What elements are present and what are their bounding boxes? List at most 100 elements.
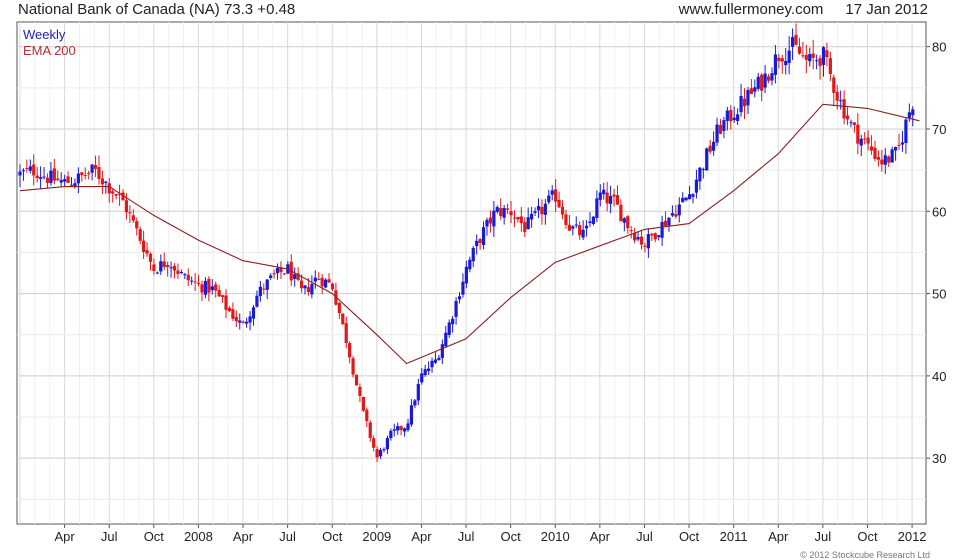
candle-body [629, 230, 633, 232]
y-tick-label: 70 [932, 122, 946, 137]
candle-body [348, 343, 352, 358]
candle-body [457, 296, 462, 300]
candle-body [887, 156, 891, 163]
candle-body [869, 146, 874, 151]
chart-title: National Bank of Canada (NA) 73.3 +0.48 [18, 1, 296, 18]
candle-body [873, 147, 877, 159]
candle-body [842, 99, 846, 119]
candle-body [392, 429, 396, 431]
candle-body [523, 222, 527, 232]
x-tick-label: Jul [101, 529, 118, 544]
candle-body [190, 280, 194, 282]
candle-body [677, 204, 681, 216]
candle-body [564, 214, 568, 225]
candle-body [708, 145, 712, 152]
candle-body [413, 400, 417, 406]
candle-body [409, 405, 414, 425]
candle-body [780, 58, 784, 62]
candle-body [341, 313, 345, 325]
copyright: © 2012 Stockcube Research Ltd [800, 550, 930, 560]
candle-body [595, 198, 599, 218]
candle-body [18, 171, 22, 176]
date-label: 17 Jan 2012 [845, 1, 928, 18]
candle-body [200, 284, 204, 293]
candle-body [547, 195, 551, 203]
candle-body [602, 189, 606, 195]
candle-body [306, 287, 311, 293]
candle-body [753, 87, 757, 92]
candle-body [461, 281, 465, 295]
candle-body [437, 357, 441, 360]
candle-body [152, 264, 156, 271]
candle-body [454, 300, 458, 317]
candle-body [509, 211, 513, 216]
candle-body [911, 109, 915, 116]
candle-body [234, 317, 238, 322]
candle-body [227, 307, 232, 312]
candle-body [684, 197, 688, 201]
candle-body [770, 73, 774, 81]
candle-body [193, 281, 197, 283]
candle-body [361, 396, 365, 411]
candle-body [615, 195, 620, 205]
candle-body [282, 273, 286, 275]
candle-body [863, 138, 867, 140]
candle-body [756, 76, 760, 89]
x-tick-label: Oct [144, 529, 165, 544]
header-right: www.fullermoney.com 17 Jan 2012 [657, 1, 928, 18]
candle-body [396, 426, 400, 431]
candle-body [584, 225, 589, 229]
candle-body [128, 212, 132, 214]
candle-body [794, 34, 798, 45]
candle-body [111, 191, 115, 194]
x-tick-label: 2010 [541, 529, 570, 544]
ema-200-line [19, 103, 920, 365]
candle-body [839, 100, 843, 102]
candle-body [636, 237, 640, 240]
candle-body [739, 95, 743, 113]
candle-body [605, 192, 609, 204]
candle-body [303, 285, 307, 289]
candle-body [519, 216, 523, 224]
candle-body [904, 119, 908, 143]
candle-body [389, 430, 393, 439]
horizontal-gridlines [17, 46, 926, 500]
candle-body [382, 449, 386, 451]
candle-body [866, 137, 870, 144]
candle-body [475, 240, 479, 247]
candle-body [296, 273, 300, 280]
candle-body [310, 283, 314, 295]
candle-body [746, 90, 750, 106]
candle-body [499, 208, 503, 217]
candle-body [639, 236, 644, 245]
candle-body [742, 98, 747, 107]
candle-body [25, 168, 29, 170]
candle-body [581, 229, 585, 238]
candle-body [804, 55, 808, 60]
candle-body [845, 115, 850, 120]
candle-body [169, 267, 173, 269]
candle-body [505, 208, 510, 210]
x-tick-label: Apr [590, 529, 611, 544]
candle-body [166, 265, 170, 267]
candle-body [856, 124, 860, 144]
candle-body [430, 360, 434, 368]
candle-body [660, 221, 664, 238]
candle-body [516, 216, 520, 220]
candle-body [852, 122, 856, 125]
candle-body [749, 88, 753, 94]
candle-body [536, 206, 541, 211]
x-tick-label: Apr [233, 529, 254, 544]
candle-body [107, 183, 111, 194]
candle-body [203, 280, 208, 295]
y-axis: 30 40 50 60 70 80 [926, 40, 946, 466]
candle-body [567, 224, 571, 231]
candle-body [49, 170, 53, 184]
candle-body [258, 286, 262, 297]
candle-body [447, 322, 451, 335]
y-tick-label: 80 [932, 40, 946, 55]
candle-body [317, 279, 321, 281]
candle-body [574, 224, 578, 226]
candle-body [557, 199, 561, 208]
